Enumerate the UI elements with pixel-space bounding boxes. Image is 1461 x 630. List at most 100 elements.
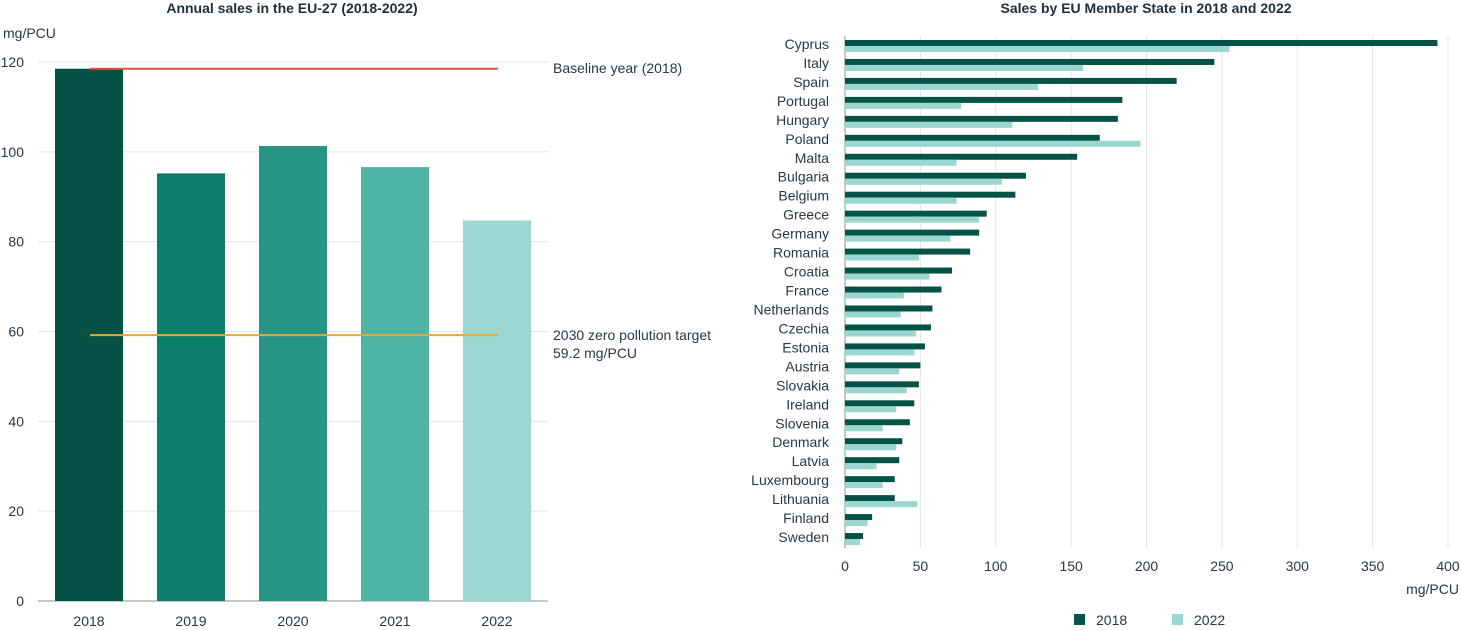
right-category-Spain: Spain	[793, 74, 829, 90]
right-bar-Portugal-2022	[845, 102, 962, 109]
right-category-Finland: Finland	[783, 510, 829, 526]
right-category-Lithuania: Lithuania	[772, 491, 829, 507]
right-bar-Latvia-2022	[845, 463, 877, 470]
right-category-Portugal: Portugal	[777, 93, 829, 109]
right-x-tick-50: 50	[913, 558, 929, 574]
right-category-Greece: Greece	[783, 207, 829, 223]
right-bar-Estonia-2018	[845, 343, 925, 350]
right-bar-Sweden-2022	[845, 539, 861, 546]
right-bar-Croatia-2018	[845, 267, 953, 274]
left-y-tick-80: 80	[8, 234, 24, 250]
right-bar-Estonia-2022	[845, 349, 915, 356]
right-bar-Belgium-2022	[845, 197, 957, 204]
right-bar-Slovenia-2018	[845, 419, 910, 426]
left-x-tick-2021: 2021	[379, 613, 410, 629]
right-bar-Romania-2018	[845, 248, 971, 255]
left-y-tick-60: 60	[8, 324, 24, 340]
right-bar-Belgium-2018	[845, 191, 1016, 198]
right-bar-Portugal-2018	[845, 96, 1123, 103]
left-y-unit-label: mg/PCU	[3, 25, 56, 41]
right-bar-Cyprus-2018	[845, 40, 1438, 46]
right-x-tick-300: 300	[1286, 558, 1310, 574]
right-bar-Sweden-2018	[845, 533, 864, 540]
right-bar-France-2018	[845, 286, 942, 293]
right-category-Croatia: Croatia	[784, 264, 829, 280]
right-bar-Italy-2022	[845, 64, 1084, 71]
left-y-tick-120: 120	[1, 54, 25, 70]
right-bar-France-2022	[845, 292, 904, 299]
right-bar-Germany-2018	[845, 229, 980, 236]
right-bar-Bulgaria-2022	[845, 178, 1002, 185]
right-x-tick-100: 100	[984, 558, 1008, 574]
left-x-tick-2020: 2020	[277, 613, 308, 629]
legend-label-2022: 2022	[1194, 612, 1225, 628]
right-bar-Luxembourg-2022	[845, 482, 883, 489]
left-chart-title: Annual sales in the EU-27 (2018-2022)	[166, 0, 417, 16]
right-category-Bulgaria: Bulgaria	[778, 169, 830, 185]
right-bar-Austria-2022	[845, 368, 900, 375]
right-bar-Poland-2018	[845, 134, 1100, 141]
right-category-Belgium: Belgium	[778, 188, 829, 204]
right-bar-Germany-2022	[845, 235, 951, 242]
right-category-Luxembourg: Luxembourg	[751, 472, 829, 488]
left-reference-label-2-2: 59.2 mg/PCU	[553, 345, 637, 361]
right-bar-Slovakia-2018	[845, 381, 919, 388]
right-category-Czechia: Czechia	[778, 320, 829, 336]
right-bar-Greece-2022	[845, 216, 980, 223]
right-category-Ireland: Ireland	[786, 396, 829, 412]
right-category-Italy: Italy	[803, 55, 829, 71]
right-bar-Netherlands-2018	[845, 305, 933, 312]
right-bar-Spain-2022	[845, 83, 1038, 90]
right-bar-Greece-2018	[845, 210, 987, 217]
right-bar-Austria-2018	[845, 362, 921, 369]
right-bar-Czechia-2022	[845, 330, 916, 337]
right-category-Cyprus: Cyprus	[785, 36, 829, 52]
annual-sales-chart: Annual sales in the EU-27 (2018-2022) mg…	[1, 0, 711, 629]
right-bar-Czechia-2018	[845, 324, 931, 331]
left-y-tick-100: 100	[1, 144, 25, 160]
left-bar-2022	[463, 220, 531, 601]
right-category-Latvia: Latvia	[792, 453, 830, 469]
right-x-tick-350: 350	[1361, 558, 1385, 574]
right-category-Sweden: Sweden	[778, 529, 829, 545]
right-bar-Spain-2018	[845, 77, 1177, 84]
right-bar-Malta-2018	[845, 153, 1078, 160]
right-bar-Lithuania-2018	[845, 495, 895, 502]
right-x-tick-200: 200	[1135, 558, 1159, 574]
right-category-Poland: Poland	[785, 131, 829, 147]
right-chart-title: Sales by EU Member State in 2018 and 202…	[1000, 0, 1291, 16]
right-x-tick-150: 150	[1059, 558, 1083, 574]
left-y-tick-0: 0	[16, 593, 24, 609]
right-bar-Malta-2022	[845, 159, 957, 166]
right-category-Romania: Romania	[773, 245, 829, 261]
right-x-tick-0: 0	[841, 558, 849, 574]
left-reference-label-1-1: Baseline year (2018)	[553, 60, 682, 76]
left-x-tick-2018: 2018	[73, 613, 104, 629]
right-bar-Hungary-2018	[845, 115, 1118, 122]
right-bar-Slovenia-2022	[845, 425, 883, 432]
left-bar-2020	[259, 145, 327, 601]
right-bar-Netherlands-2022	[845, 311, 901, 318]
right-category-Denmark: Denmark	[772, 434, 830, 450]
left-x-tick-2019: 2019	[175, 613, 206, 629]
right-category-Germany: Germany	[771, 226, 829, 242]
legend-swatch-2018	[1074, 614, 1085, 625]
right-category-Netherlands: Netherlands	[754, 301, 830, 317]
right-bar-Latvia-2018	[845, 457, 900, 464]
right-bar-Denmark-2022	[845, 444, 897, 451]
right-category-Hungary: Hungary	[776, 112, 829, 128]
left-bar-2019	[157, 173, 225, 602]
right-x-unit-label: mg/PCU	[1406, 581, 1459, 597]
right-bar-Croatia-2022	[845, 273, 930, 280]
right-bar-Italy-2018	[845, 58, 1215, 65]
legend-swatch-2022	[1172, 614, 1183, 625]
right-category-Austria: Austria	[785, 358, 829, 374]
right-category-Malta: Malta	[795, 150, 829, 166]
left-bar-2021	[361, 167, 429, 602]
right-bar-Ireland-2022	[845, 406, 897, 413]
right-bar-Finland-2018	[845, 514, 873, 521]
right-x-tick-400: 400	[1436, 558, 1460, 574]
right-category-Slovenia: Slovenia	[775, 415, 829, 431]
left-x-tick-2022: 2022	[481, 613, 512, 629]
